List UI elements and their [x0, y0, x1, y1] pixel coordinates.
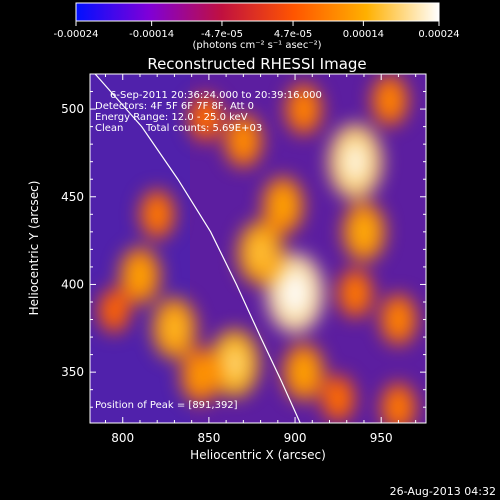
emission-core: [272, 189, 294, 222]
y-axis: 350 400 450 500: [61, 91, 426, 408]
emission-core: [293, 356, 314, 389]
annotation-algorithm: Clean: [95, 123, 123, 134]
emission-core: [249, 235, 272, 271]
colorbar-ticks: -0.00024 -0.00014 -4.7e-05 4.7e-05 0.00014 0.…: [54, 21, 460, 40]
plot-frame: [89, 73, 427, 424]
emission-core: [380, 86, 399, 115]
annotation-detectors: Detectors: 4F 5F 6F 7F 8F, Att 0: [95, 101, 254, 112]
annotation-time-range: 6-Sep-2011 20:36:24.000 to 20:39:16.000: [110, 90, 322, 101]
colorbar-tick-label: -4.7e-05: [201, 29, 243, 40]
emission-core: [389, 393, 408, 421]
x-tick-label: 900: [284, 431, 307, 445]
emission-core: [222, 344, 247, 383]
colorbar-tick-label: -0.00024: [54, 29, 99, 40]
emission-core: [190, 360, 211, 392]
heatmap-image: [98, 74, 417, 423]
annotations: 6-Sep-2011 20:36:24.000 to 20:39:16.000 …: [95, 90, 322, 411]
emission-core: [163, 311, 186, 346]
colorbar: -0.00024 -0.00014 -4.7e-05 4.7e-05 0.00014 0.…: [54, 2, 460, 51]
annotation-peak-position: Position of Peak = [891,392]: [95, 400, 238, 411]
emission-core: [341, 140, 370, 183]
y-tick-label: 350: [61, 365, 84, 379]
x-axis: 800 850 900 950: [105, 74, 417, 445]
y-tick-label: 500: [61, 102, 84, 116]
x-axis-label: Heliocentric X (arcsec): [190, 448, 326, 462]
emission-core: [280, 270, 310, 316]
emission-core: [389, 305, 408, 334]
x-tick-label: 800: [111, 431, 134, 445]
emission-core: [148, 200, 166, 228]
solar-limb-line: [94, 74, 301, 423]
colorbar-tick-label: 0.00024: [418, 29, 459, 40]
x-tick-label: 850: [197, 431, 220, 445]
colorbar-tick-label: 4.7e-05: [274, 29, 312, 40]
y-axis-label: Heliocentric Y (arcsec): [27, 181, 41, 316]
emission-core: [329, 385, 347, 412]
emission-core: [346, 279, 365, 307]
emission-core: [353, 215, 375, 249]
annotation-total-counts: Total counts: 5.69E+03: [145, 123, 262, 134]
chart-title: Reconstructed RHESSI Image: [147, 55, 366, 73]
colorbar-bar: [75, 2, 440, 22]
emission-core: [197, 104, 214, 131]
colorbar-tick-label: 0.00014: [343, 29, 384, 40]
emission-core: [129, 259, 151, 292]
date-stamp: 26-Aug-2013 04:32: [389, 485, 496, 498]
emission-core: [294, 94, 313, 124]
y-tick-label: 450: [61, 190, 84, 204]
x-tick-label: 950: [370, 431, 393, 445]
colorbar-tick-label: -0.00014: [129, 29, 174, 40]
y-tick-label: 400: [61, 277, 84, 291]
plot-area: [90, 74, 426, 423]
emission-core: [233, 125, 253, 156]
colorbar-units: (photons cm⁻² s⁻¹ asec⁻²): [192, 40, 321, 51]
annotation-energy-range: Energy Range: 12.0 - 25.0 keV: [95, 112, 248, 123]
emission-core: [106, 298, 123, 324]
